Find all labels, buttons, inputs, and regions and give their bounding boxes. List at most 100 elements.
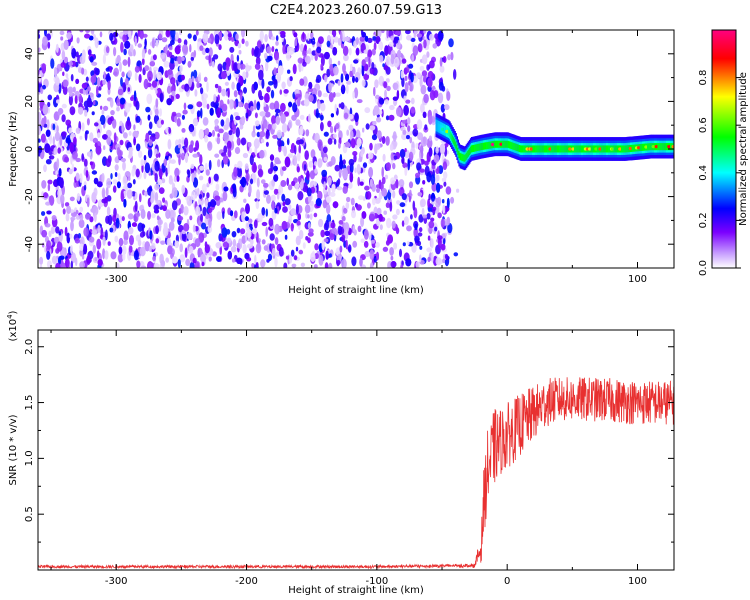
spectrogram-noise-cell bbox=[257, 213, 263, 223]
spectrogram-noise-cell bbox=[390, 255, 394, 261]
spectrogram-noise-cell bbox=[214, 153, 220, 158]
snr-y-tick-label: 2.0 bbox=[24, 339, 35, 355]
spectrogram-noise-cell bbox=[304, 204, 311, 214]
spectrogram-noise-cell bbox=[396, 89, 400, 100]
spectrogram-noise-cell bbox=[359, 257, 363, 267]
spectrogram-noise-cell bbox=[137, 43, 142, 48]
spectrogram-noise-cell bbox=[393, 242, 397, 250]
spectrogram-noise-cell bbox=[78, 219, 85, 229]
spectrogram-noise-cell bbox=[128, 227, 134, 235]
spectrogram-noise-cell bbox=[299, 43, 304, 53]
spectrogram-noise-cell bbox=[376, 187, 380, 193]
spectrogram-noise-cell bbox=[116, 147, 121, 156]
spectrogram-noise-cell bbox=[193, 50, 197, 58]
spectrogram-noise-cell bbox=[443, 181, 447, 187]
spectrogram-noise-cell bbox=[198, 194, 203, 199]
spectrogram-noise-cell bbox=[413, 227, 419, 238]
spectrogram-signal-cell bbox=[449, 129, 451, 137]
spectrogram-noise-cell bbox=[266, 46, 272, 54]
spectrogram-noise-cell bbox=[367, 202, 371, 209]
spectrogram-noise-cell bbox=[299, 78, 305, 86]
spectrogram-noise-cell bbox=[208, 256, 212, 262]
spectrogram-signal-cell bbox=[480, 143, 482, 151]
spectrogram-noise-cell bbox=[235, 33, 239, 41]
spectrogram-noise-cell bbox=[135, 168, 140, 178]
spectrogram-noise-cell bbox=[429, 203, 433, 208]
spectrogram-noise-cell bbox=[202, 33, 209, 44]
spectrogram-peak-cell bbox=[441, 127, 445, 131]
spectrogram-noise-cell bbox=[256, 131, 261, 138]
spectrogram-noise-cell bbox=[386, 85, 391, 92]
spectrogram-noise-cell bbox=[253, 138, 260, 149]
spectrogram-noise-cell bbox=[171, 111, 177, 117]
spectrogram-noise-cell bbox=[192, 177, 199, 188]
spectrogram-noise-cell bbox=[388, 114, 395, 121]
spectrogram-noise-cell bbox=[334, 36, 339, 43]
spectrogram-noise-cell bbox=[128, 149, 133, 158]
spectrogram-noise-cell bbox=[376, 251, 379, 261]
spectrogram-noise-cell bbox=[234, 210, 238, 219]
spectrogram-noise-cell bbox=[275, 35, 279, 42]
spectrogram-noise-cell bbox=[272, 123, 277, 130]
spectrogram-signal-cell bbox=[631, 144, 634, 152]
spectrogram-noise-cell bbox=[349, 130, 354, 141]
spectrogram-noise-cell bbox=[399, 202, 406, 208]
spectrogram-noise-cell bbox=[128, 103, 132, 108]
spectrogram-noise-cell bbox=[273, 174, 279, 182]
spectrogram-noise-cell bbox=[264, 34, 268, 43]
spectrogram-noise-cell bbox=[316, 74, 322, 83]
spectrogram-noise-cell bbox=[158, 224, 162, 232]
spectrogram-noise-cell bbox=[221, 227, 228, 238]
spectrogram-noise-cell bbox=[277, 138, 282, 147]
spectrogram-noise-cell bbox=[342, 63, 346, 74]
spectrogram-noise-cell bbox=[141, 48, 146, 59]
spectrogram-noise-cell bbox=[177, 38, 182, 44]
spectrogram-signal-cell bbox=[564, 145, 567, 153]
spectrogram-noise-cell bbox=[428, 220, 435, 229]
spectrogram-signal-cell bbox=[577, 145, 579, 153]
spectrogram-noise-cell bbox=[51, 255, 58, 265]
spectrogram-noise-cell bbox=[255, 243, 262, 254]
spectrogram-noise-cell bbox=[390, 261, 397, 268]
spectrogram-noise-cell bbox=[110, 110, 115, 116]
spectrogram-noise-cell bbox=[179, 243, 183, 253]
spectrogram-noise-cell bbox=[232, 187, 237, 198]
spectrogram-noise-cell bbox=[256, 177, 260, 188]
spectrogram-peak-cell bbox=[594, 147, 598, 151]
spectrogram-noise-cell bbox=[143, 78, 149, 90]
spectrogram-noise-cell bbox=[134, 200, 138, 212]
spectrogram-noise-cell bbox=[136, 143, 141, 152]
spectrogram-noise-cell bbox=[384, 89, 387, 99]
spectrogram-noise-cell bbox=[165, 209, 171, 220]
spectrogram-noise-cell bbox=[267, 168, 273, 175]
spectrogram-noise-cell bbox=[47, 94, 53, 101]
spectrogram-noise-cell bbox=[38, 47, 41, 53]
spectrogram-noise-cell bbox=[70, 216, 76, 221]
spectrogram-noise-cell bbox=[199, 45, 204, 51]
spectrogram-noise-cell bbox=[126, 189, 133, 199]
spectrogram-noise-cell bbox=[430, 174, 436, 185]
spectrogram-noise-cell bbox=[52, 123, 56, 131]
spectrogram-signal-cell bbox=[503, 140, 505, 148]
spectrogram-noise-cell bbox=[308, 228, 314, 234]
spectrogram-noise-cell bbox=[43, 192, 48, 198]
spectrogram-signal-cell bbox=[540, 145, 543, 153]
spectrogram-noise-cell bbox=[371, 134, 378, 141]
spectrogram-noise-cell bbox=[270, 36, 276, 41]
spectrogram-signal-cell bbox=[468, 148, 471, 156]
spectrogram-noise-cell bbox=[281, 220, 288, 230]
spectrogram-noise-cell bbox=[44, 30, 47, 37]
spectrogram-noise-cell bbox=[163, 158, 168, 167]
spectrogram-noise-cell bbox=[376, 184, 380, 189]
spectrogram-noise-cell bbox=[60, 194, 65, 204]
spectrogram-signal-cell bbox=[506, 140, 508, 148]
spectrogram-noise-cell bbox=[343, 45, 349, 57]
spectrogram-noise-cell bbox=[315, 198, 322, 207]
spectrogram-signal-cell bbox=[537, 145, 540, 153]
spectrogram-signal-cell bbox=[461, 153, 464, 161]
spectrogram-noise-cell bbox=[356, 163, 361, 172]
spectrogram-noise-cell bbox=[179, 254, 186, 263]
spectrogram-noise-cell bbox=[123, 239, 128, 246]
spectrogram-noise-cell bbox=[176, 117, 181, 127]
spectrogram-noise-cell bbox=[324, 262, 329, 268]
